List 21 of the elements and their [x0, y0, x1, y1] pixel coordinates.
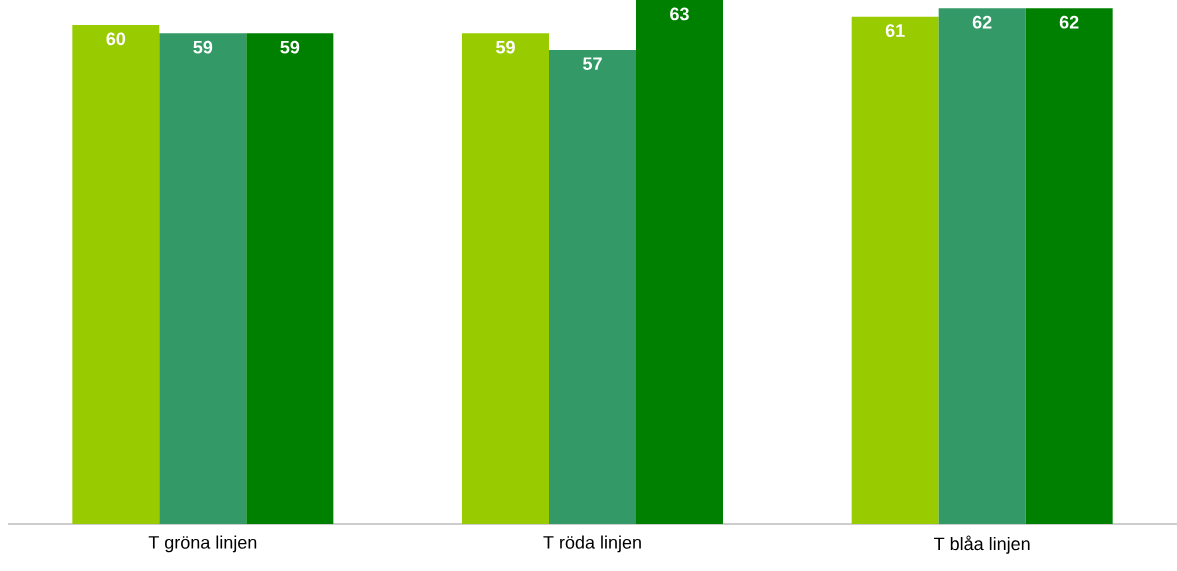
bar	[72, 24, 160, 524]
data-label: 59	[280, 40, 300, 54]
data-label: 59	[193, 40, 213, 54]
bar	[549, 49, 637, 524]
x-tick-label: T blåa linjen	[934, 535, 1030, 554]
bar	[159, 33, 247, 524]
bar	[636, 0, 724, 524]
bar	[246, 33, 334, 524]
bar	[851, 16, 939, 524]
x-tick-label: T gröna linjen	[148, 535, 257, 553]
data-label: 57	[583, 57, 602, 70]
data-label: 60	[106, 32, 126, 46]
bar	[462, 33, 550, 524]
data-label: 62	[972, 15, 992, 29]
data-label: 59	[496, 40, 515, 54]
x-tick-label: T röda linjen	[543, 535, 641, 553]
data-label: 61	[885, 24, 905, 37]
data-label: 62	[1059, 15, 1079, 29]
bar	[1025, 8, 1113, 524]
bar	[938, 8, 1026, 524]
data-label: 63	[670, 7, 689, 21]
